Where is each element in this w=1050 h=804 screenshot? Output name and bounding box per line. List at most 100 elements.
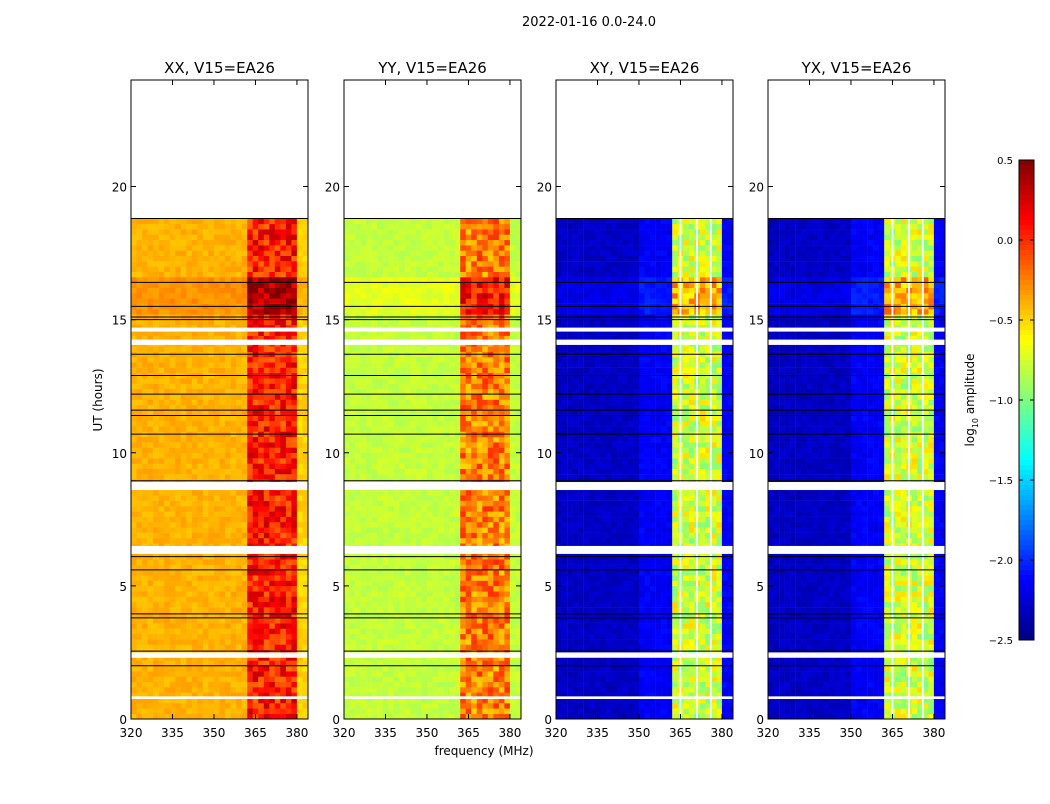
heatmap-cell (236, 266, 242, 272)
heatmap-cell (170, 559, 176, 565)
heatmap-cell (477, 453, 483, 459)
heatmap-cell (131, 416, 137, 422)
heatmap-cell (482, 501, 488, 507)
heatmap-cell (286, 591, 292, 597)
heatmap-cell (482, 602, 488, 608)
heatmap-cell (208, 581, 214, 587)
heatmap-cell (405, 527, 411, 533)
heatmap-cell (344, 469, 350, 475)
heatmap-cell (286, 219, 292, 225)
heatmap-cell (388, 597, 394, 603)
heatmap-cell (499, 474, 505, 480)
heatmap-cell (366, 400, 372, 406)
heatmap-cell (286, 389, 292, 395)
heatmap-cell (208, 447, 214, 453)
heatmap-cell (499, 565, 505, 571)
heatmap-cell (286, 282, 292, 288)
heatmap-cell (291, 463, 297, 469)
heatmap-cell (427, 527, 433, 533)
heatmap-cell (231, 591, 237, 597)
heatmap-cell (444, 581, 450, 587)
heatmap-cell (355, 527, 361, 533)
heatmap-cell (510, 660, 516, 666)
heatmap-cell (253, 368, 259, 374)
heatmap-cell (181, 671, 187, 677)
heatmap-cell (361, 629, 367, 635)
heatmap-cell (388, 416, 394, 422)
heatmap-cell (297, 234, 303, 240)
heatmap-cell (131, 575, 137, 581)
heatmap-cell (203, 575, 209, 581)
heatmap-cell (192, 346, 198, 352)
heatmap-cell (258, 256, 264, 262)
heatmap-cell (275, 629, 281, 635)
heatmap-cell (275, 517, 281, 523)
heatmap-cell (231, 687, 237, 693)
heatmap-cell (516, 405, 522, 411)
heatmap-cell (275, 676, 281, 682)
heatmap-cell (264, 474, 270, 480)
heatmap-cell (416, 501, 422, 507)
heatmap-cell (477, 442, 483, 448)
heatmap-cell (427, 586, 433, 592)
heatmap-cell (394, 703, 400, 709)
heatmap-cell (175, 229, 181, 235)
heatmap-cell (220, 240, 226, 246)
heatmap-cell (383, 666, 389, 672)
heatmap-cell (175, 405, 181, 411)
heatmap-cell (164, 245, 170, 251)
heatmap-cell (421, 629, 427, 635)
heatmap-cell (286, 565, 292, 571)
heatmap-cell (460, 629, 466, 635)
heatmap-cell (361, 394, 367, 400)
heatmap-cell (214, 565, 220, 571)
heatmap-cell (253, 245, 259, 251)
heatmap-cell (460, 533, 466, 539)
heatmap-cell (350, 474, 356, 480)
heatmap-cell (208, 368, 214, 374)
heatmap-cell (170, 597, 176, 603)
heatmap-cell (242, 708, 248, 714)
heatmap-cell (142, 538, 148, 544)
heatmap-cell (269, 714, 275, 720)
heatmap-cell (291, 501, 297, 507)
heatmap-cell (148, 447, 154, 453)
heatmap-cell (466, 463, 472, 469)
heatmap-cell (488, 447, 494, 453)
heatmap-cell (504, 687, 510, 693)
heatmap-cell (148, 634, 154, 640)
heatmap-cell (410, 501, 416, 507)
heatmap-cell (433, 671, 439, 677)
heatmap-cell (153, 240, 159, 246)
heatmap-cell (410, 533, 416, 539)
heatmap-cell (291, 368, 297, 374)
heatmap-cell (225, 645, 231, 651)
heatmap-cell (372, 575, 378, 581)
heatmap-cell (516, 618, 522, 624)
heatmap-cell (377, 623, 383, 629)
heatmap-cell (460, 645, 466, 651)
heatmap-cell (253, 442, 259, 448)
heatmap-cell (220, 426, 226, 432)
heatmap-cell (516, 666, 522, 672)
heatmap-cell (275, 437, 281, 443)
heatmap-cell (466, 639, 472, 645)
heatmap-cell (137, 495, 143, 501)
heatmap-cell (253, 277, 259, 283)
heatmap-cell (377, 405, 383, 411)
heatmap-cell (444, 666, 450, 672)
heatmap-cell (433, 442, 439, 448)
heatmap-cell (471, 597, 477, 603)
heatmap-cell (153, 437, 159, 443)
heatmap-cell (153, 522, 159, 528)
heatmap-cell (203, 282, 209, 288)
heatmap-cell (405, 629, 411, 635)
heatmap-cell (361, 453, 367, 459)
heatmap-cell (286, 384, 292, 390)
heatmap-cell (170, 437, 176, 443)
heatmap-cell (258, 645, 264, 651)
heatmap-cell (181, 676, 187, 682)
heatmap-cell (214, 320, 220, 326)
heatmap-cell (131, 346, 137, 352)
heatmap-cell (258, 229, 264, 235)
